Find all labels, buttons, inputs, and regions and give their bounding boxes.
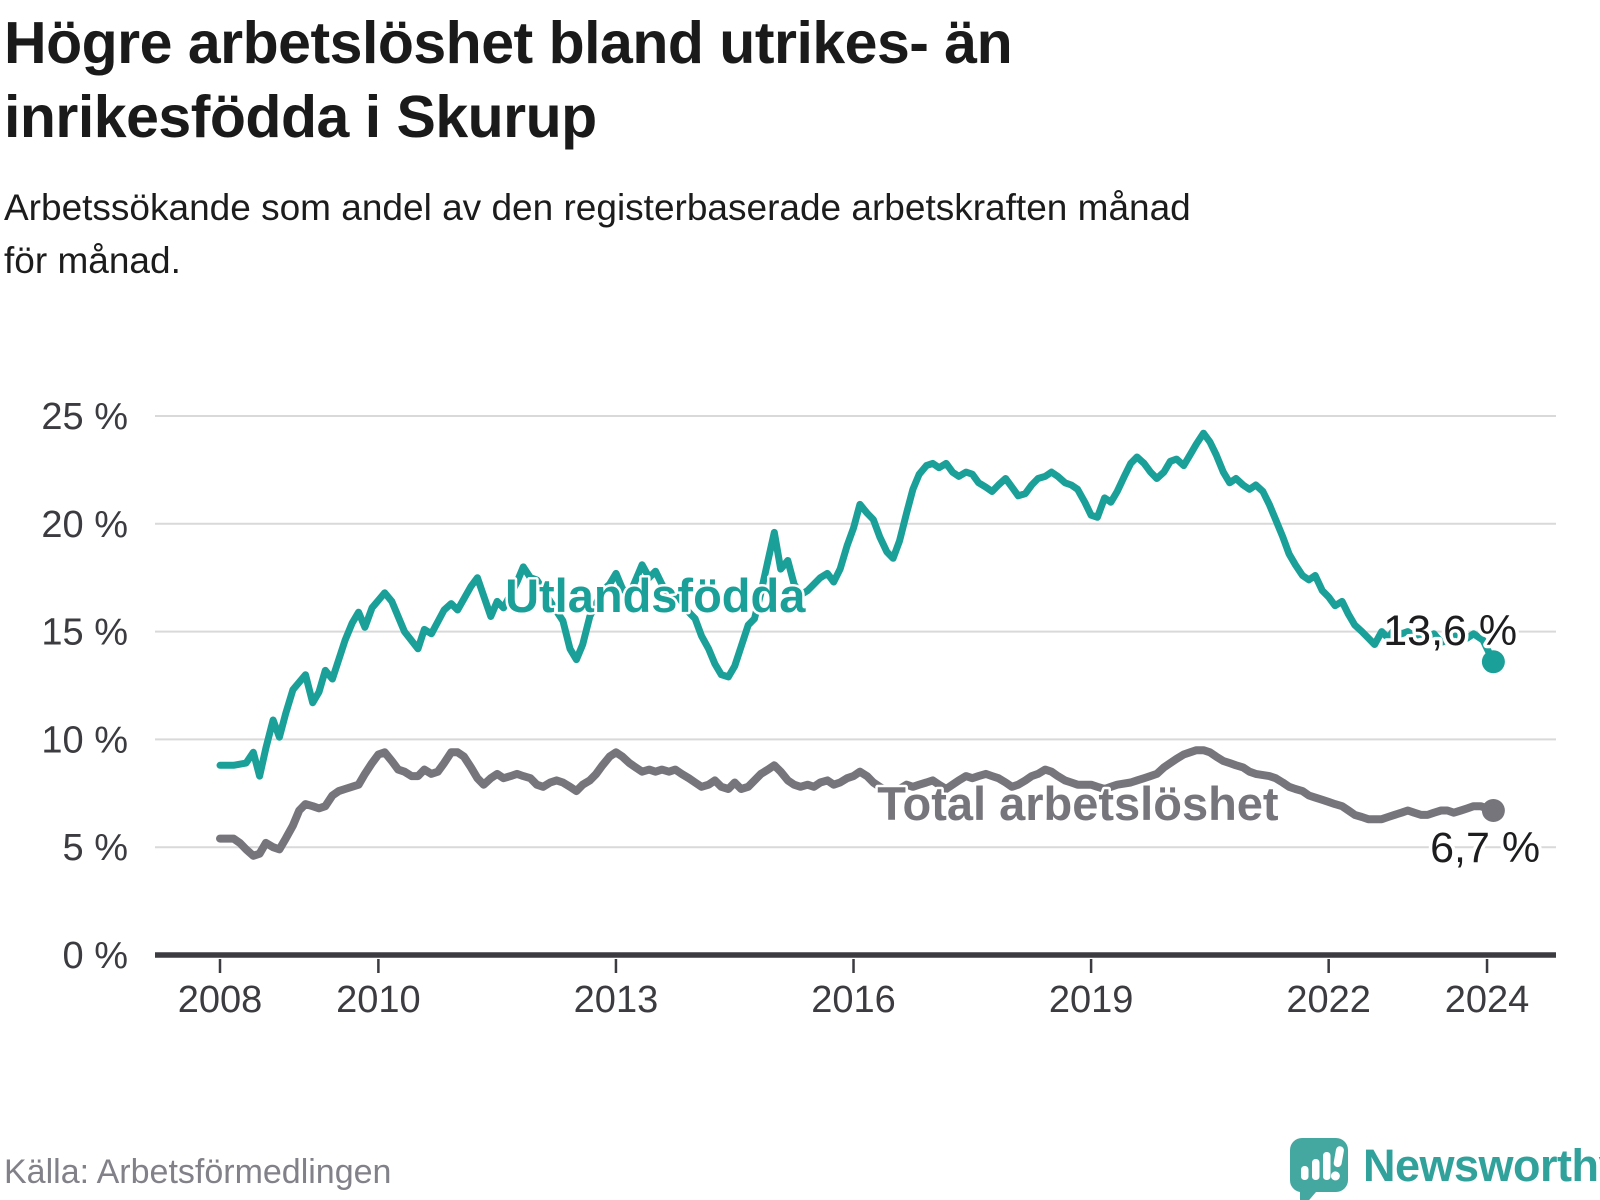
y-axis-label-10: 10 %: [41, 719, 128, 761]
source-note: Källa: Arbetsförmedlingen: [4, 1153, 392, 1191]
value-label-1: 13,6 %: [1383, 607, 1517, 655]
title-line-2: inrikesfödda i Skurup: [4, 84, 597, 151]
subtitle-line-2: för månad.: [4, 239, 181, 281]
x-axis-label-2008: 2008: [178, 979, 263, 1021]
series-line-utlandsfodda: [216, 429, 1497, 780]
bar-3: [1323, 1152, 1331, 1180]
brand-name: Newsworthy: [1363, 1140, 1600, 1191]
x-axis-label-2019: 2019: [1049, 979, 1134, 1021]
value-label-2: 6,7 %: [1430, 824, 1540, 872]
y-axis-label-25: 25 %: [41, 396, 128, 438]
series-end-dot-utlandsfodda: [1481, 650, 1505, 674]
x-axis-label-2016: 2016: [811, 979, 896, 1021]
series-label-2: Total arbetslöshet: [877, 777, 1279, 830]
bar-2: [1312, 1159, 1320, 1180]
page-subtitle: Arbetssökande som andel av den registerb…: [4, 182, 1564, 287]
x-axis-label-2022: 2022: [1286, 979, 1371, 1021]
title-line-1: Högre arbetslöshet bland utrikes- än: [4, 10, 1013, 76]
y-axis-label-5: 5 %: [63, 827, 128, 869]
bar-1: [1301, 1166, 1309, 1180]
x-axis-label-2013: 2013: [574, 979, 659, 1021]
x-axis-label-2010: 2010: [336, 979, 421, 1021]
series-end-dot-total-arbetsloshet: [1481, 799, 1505, 823]
x-axis-label-2024: 2024: [1445, 979, 1530, 1021]
y-axis-label-15: 15 %: [41, 612, 128, 654]
y-axis-label-0: 0 %: [63, 935, 128, 977]
series-line-total-arbetsloshet: [216, 746, 1498, 860]
y-axis-label-20: 20 %: [41, 504, 128, 546]
exclamation-mark: [1330, 1146, 1344, 1181]
newsworthy-logo: Newsworthy: [1288, 1126, 1600, 1200]
series-label-1: Utlandsfödda: [505, 569, 806, 622]
subtitle-line-1: Arbetssökande som andel av den registerb…: [4, 187, 1191, 228]
newsworthy-icon: [1289, 1138, 1348, 1200]
page-title: Högre arbetslöshet bland utrikes- än inr…: [4, 6, 1564, 155]
